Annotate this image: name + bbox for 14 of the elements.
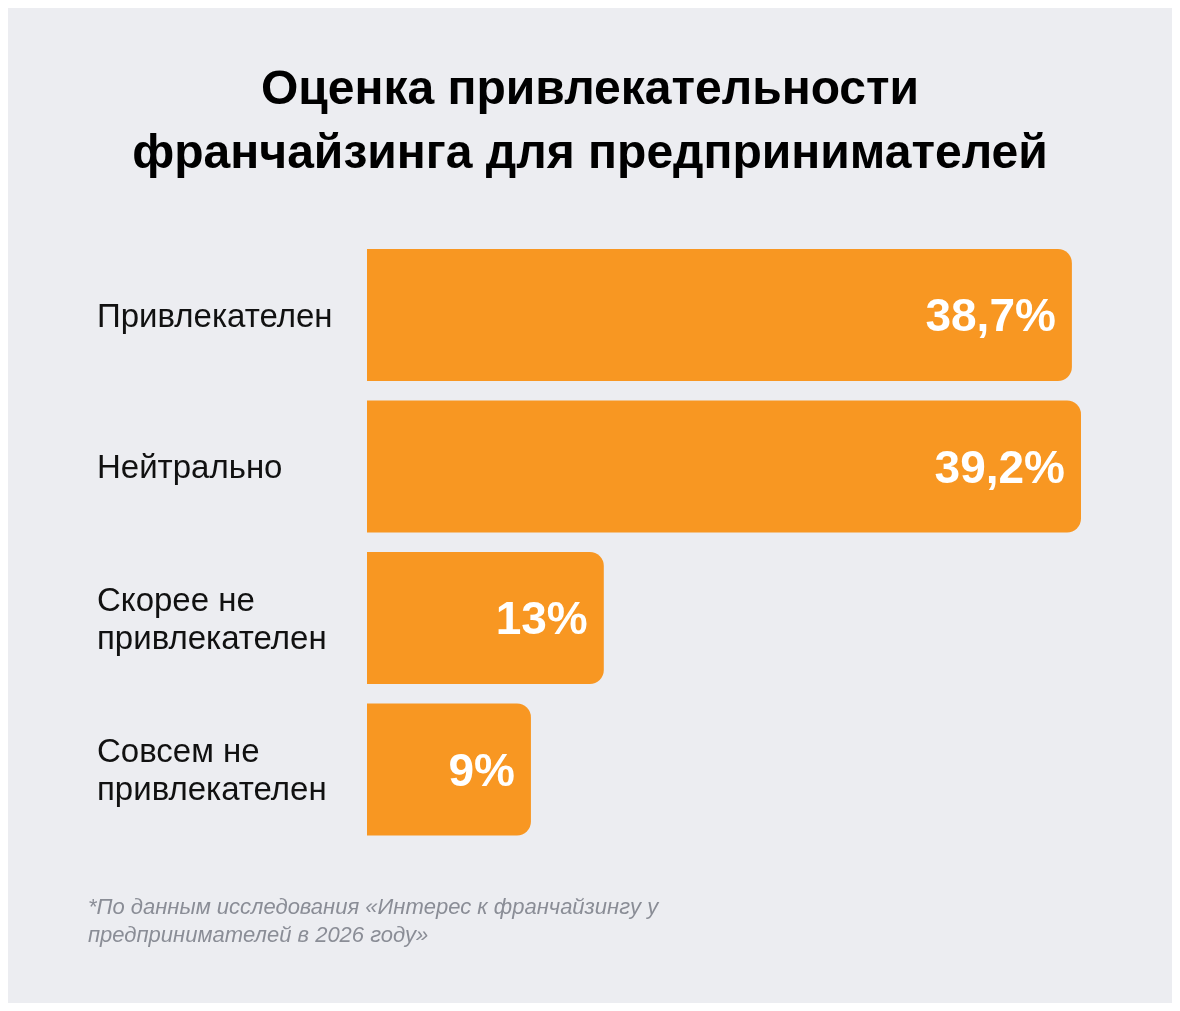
bar (367, 703, 531, 836)
bar (367, 552, 604, 684)
text: *По данным исследования «Интерес к франчайзингу у предпринимателей в 2026 году» (88, 893, 660, 949)
chart-title: Оценка привлекательности франчайзинга для предпринимателей (131, 60, 1049, 180)
data-label: 39,2% (934, 440, 1065, 493)
y-tick-label: Скорее не привлекателен (97, 580, 327, 656)
bar (367, 400, 1081, 533)
bar (367, 249, 1072, 381)
data-label: 9% (448, 743, 515, 796)
y-tick-label: Нейтрально (97, 447, 283, 485)
data-label: 38,7% (925, 289, 1056, 342)
data-label: 13% (495, 592, 588, 645)
y-tick-label: Привлекателен (97, 296, 333, 334)
y-tick-label: Совсем не привлекателен (97, 731, 327, 807)
